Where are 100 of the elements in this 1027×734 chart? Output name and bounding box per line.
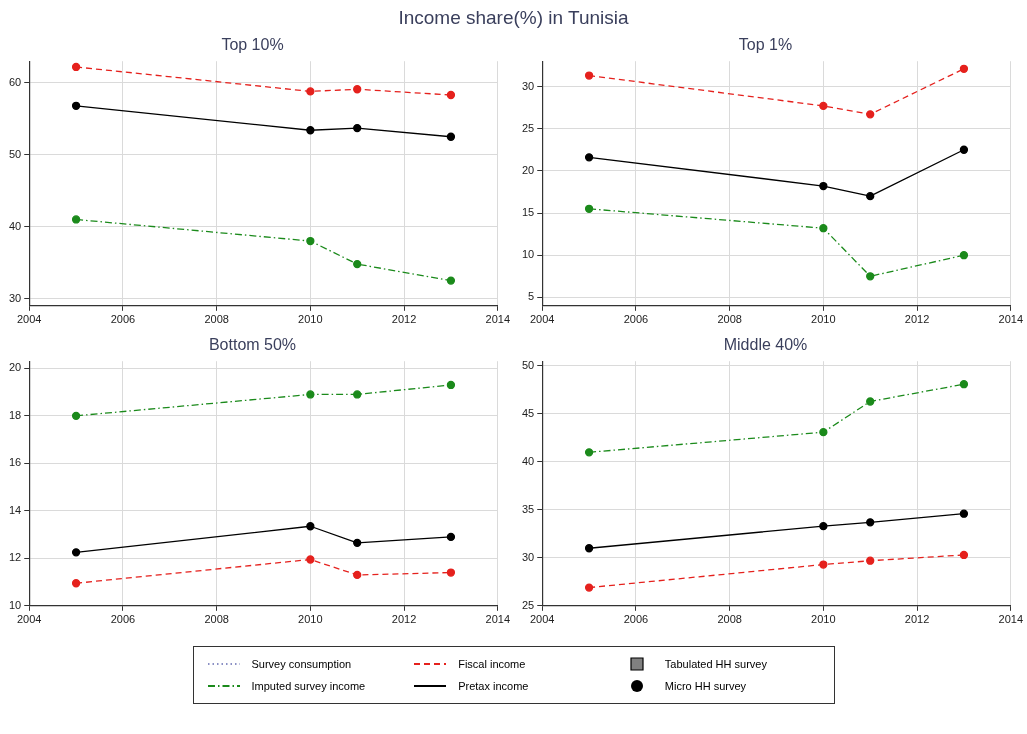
point: [584, 71, 594, 80]
point: [353, 538, 362, 548]
point: [819, 428, 828, 437]
chart-title: Bottom 50%: [208, 336, 297, 354]
point: [819, 181, 828, 191]
point: [306, 390, 315, 399]
y-tick-label: 20: [8, 361, 22, 374]
point: [866, 397, 875, 406]
legend-label: Fiscal income: [458, 658, 526, 670]
y-tick-label: 15: [521, 206, 535, 219]
point: [866, 556, 875, 565]
x-tick-label: 2004: [16, 313, 42, 326]
y-tick-label: 14: [8, 503, 22, 516]
point: [353, 570, 362, 580]
point: [71, 215, 81, 224]
x-tick-label: 2004: [16, 613, 42, 626]
y-tick-label: 20: [521, 163, 535, 176]
y-tick-label: 30: [8, 291, 22, 304]
point: [71, 579, 81, 588]
x-tick-label: 2014: [485, 313, 511, 326]
x-tick-label: 2006: [110, 613, 136, 626]
x-tick-label: 2012: [391, 613, 417, 626]
x-tick-label: 2004: [529, 613, 555, 626]
point: [446, 380, 456, 390]
point: [353, 259, 362, 269]
x-tick-label: 2006: [623, 613, 649, 626]
point: [446, 568, 456, 577]
point: [959, 509, 969, 518]
y-tick-label: 50: [8, 147, 22, 160]
x-tick-label: 2008: [717, 313, 742, 326]
legend-label: Imputed survey income: [251, 680, 366, 692]
x-tick-label: 2012: [391, 313, 417, 326]
x-tick-label: 2006: [110, 313, 136, 326]
x-tick-label: 2008: [204, 313, 229, 326]
y-tick-label: 45: [521, 406, 535, 419]
x-tick-label: 2014: [998, 613, 1024, 626]
point: [584, 153, 594, 162]
y-tick-label: 50: [521, 359, 535, 372]
point: [353, 85, 362, 94]
legend-label: Pretax income: [458, 680, 529, 692]
x-tick-label: 2010: [298, 613, 323, 626]
point: [306, 236, 315, 246]
x-tick-label: 2014: [998, 313, 1024, 326]
x-tick-label: 2012: [904, 313, 930, 326]
point: [446, 532, 456, 542]
y-tick-label: 35: [521, 502, 535, 515]
point: [71, 548, 81, 557]
x-tick-label: 2014: [485, 613, 511, 626]
point: [71, 411, 81, 420]
y-tick-label: 25: [521, 598, 535, 611]
point: [71, 62, 81, 72]
y-tick-label: 60: [8, 75, 22, 88]
point: [584, 544, 594, 553]
legend-label: Survey consumption: [251, 658, 352, 670]
point: [584, 204, 594, 213]
point: [866, 192, 875, 201]
x-tick-label: 2010: [298, 313, 323, 326]
point: [866, 518, 875, 527]
x-tick-label: 2004: [529, 313, 555, 326]
point: [306, 522, 315, 531]
y-tick-label: 40: [8, 219, 22, 232]
x-tick-label: 2010: [811, 613, 836, 626]
x-tick-label: 2008: [717, 613, 742, 626]
point: [866, 272, 875, 281]
y-tick-label: 5: [528, 290, 535, 303]
point: [959, 550, 969, 560]
y-tick-label: 18: [8, 408, 22, 421]
point: [446, 132, 456, 141]
chart-title: Middle 40%: [723, 336, 808, 354]
y-tick-label: 30: [521, 79, 535, 92]
y-tick-label: 25: [521, 121, 535, 134]
legend-label: Tabulated HH survey: [664, 658, 767, 670]
point: [819, 522, 828, 531]
point: [71, 101, 81, 110]
y-tick-label: 40: [521, 454, 535, 467]
point: [959, 145, 969, 154]
chart-title: Top 10%: [221, 36, 284, 54]
point: [353, 390, 362, 399]
point: [959, 380, 969, 389]
point: [306, 126, 315, 135]
point: [959, 251, 969, 260]
point: [353, 123, 362, 133]
point: [584, 583, 594, 592]
point: [306, 87, 315, 96]
point: [959, 64, 969, 73]
point: [446, 276, 456, 285]
chart-title: Top 1%: [738, 36, 793, 54]
x-tick-label: 2006: [623, 313, 649, 326]
y-tick-label: 10: [521, 248, 535, 261]
point: [446, 90, 456, 100]
point: [584, 448, 594, 457]
y-tick-label: 10: [8, 598, 22, 611]
point: [866, 110, 875, 119]
text: Income share(%) in Tunisia: [397, 6, 630, 30]
point: [306, 555, 315, 564]
y-tick-label: 12: [8, 551, 22, 564]
point: [819, 224, 828, 233]
x-tick-label: 2008: [204, 613, 229, 626]
legend-label: Micro HH survey: [664, 680, 747, 692]
point: [819, 560, 828, 569]
